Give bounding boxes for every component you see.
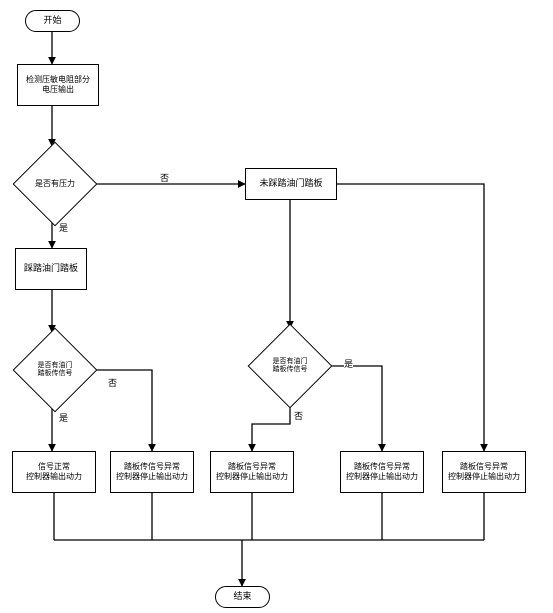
node-stepped-text: 踩踏油门踏板 [24, 263, 78, 274]
label-dec2-yes: 是 [59, 414, 68, 423]
text-line: 踏板传信号异常 [124, 462, 180, 471]
edge-dec3-out4 [330, 366, 382, 451]
label-dec2-no: 否 [108, 379, 117, 388]
text-line: 检测压敏电阻部分 [26, 75, 90, 84]
node-dec3: 是否有油门 踏板传信号 [260, 336, 320, 396]
node-out2-text: 踏板传信号异常 控制器停止输出动力 [116, 462, 188, 482]
text-line: 踏板传信号 [38, 370, 73, 377]
text-line: 是否有油门 [38, 362, 73, 369]
label-dec3-no: 否 [294, 412, 303, 421]
text-line: 踏板传信号异常 [354, 462, 410, 471]
node-start: 开始 [25, 10, 80, 32]
text-line: 控制器停止输出动力 [216, 472, 288, 481]
node-out1: 信号正常 控制器输出动力 [12, 451, 96, 493]
text-line: 控制器停止输出动力 [116, 472, 188, 481]
node-end-text: 结束 [233, 591, 251, 602]
text-line: 踏板信号异常 [460, 462, 508, 471]
text-line: 控制器停止输出动力 [346, 472, 418, 481]
text-line: 踏板传信号 [273, 366, 308, 373]
node-detect: 检测压敏电阻部分 电压输出 [17, 64, 99, 106]
node-out3: 踏板信号异常 控制器停止输出动力 [210, 451, 294, 493]
flowchart-canvas: 开始 结束 检测压敏电阻部分 电压输出 踩踏油门踏板 未踩踏油门踏板 信号正常 … [0, 0, 553, 613]
node-dec1: 是否有压力 [25, 154, 85, 214]
text-line: 控制器输出动力 [26, 472, 82, 481]
node-dec1-text: 是否有压力 [25, 154, 85, 214]
node-out5: 踏板信号异常 控制器停止输出动力 [442, 451, 526, 493]
node-detect-text: 检测压敏电阻部分 电压输出 [26, 75, 90, 95]
text-line: 信号正常 [38, 462, 70, 471]
node-out3-text: 踏板信号异常 控制器停止输出动力 [216, 462, 288, 482]
node-end: 结束 [215, 586, 270, 608]
node-notstepped-text: 未踩踏油门踏板 [259, 178, 322, 189]
node-out2: 踏板传信号异常 控制器停止输出动力 [110, 451, 194, 493]
edge-dec2-out2 [94, 370, 152, 451]
node-out1-text: 信号正常 控制器输出动力 [26, 462, 82, 482]
edge-dec3-out3 [252, 404, 290, 451]
text-line: 是否有压力 [35, 179, 75, 189]
node-notstepped: 未踩踏油门踏板 [245, 168, 337, 200]
node-stepped: 踩踏油门踏板 [15, 248, 87, 290]
label-dec3-yes: 是 [344, 360, 353, 369]
text-line: 电压输出 [42, 85, 74, 94]
node-dec3-text: 是否有油门 踏板传信号 [260, 336, 320, 396]
label-dec1-no: 否 [160, 174, 169, 183]
node-dec2-text: 是否有油门 踏板传信号 [25, 340, 85, 400]
edge-notstep-out5 [337, 184, 484, 451]
node-dec2: 是否有油门 踏板传信号 [25, 340, 85, 400]
node-out5-text: 踏板信号异常 控制器停止输出动力 [448, 462, 520, 482]
text-line: 踏板信号异常 [228, 462, 276, 471]
node-out4-text: 踏板传信号异常 控制器停止输出动力 [346, 462, 418, 482]
node-out4: 踏板传信号异常 控制器停止输出动力 [340, 451, 424, 493]
text-line: 控制器停止输出动力 [448, 472, 520, 481]
text-line: 是否有油门 [273, 358, 308, 365]
label-dec1-yes: 是 [59, 224, 68, 233]
node-start-text: 开始 [43, 15, 61, 26]
